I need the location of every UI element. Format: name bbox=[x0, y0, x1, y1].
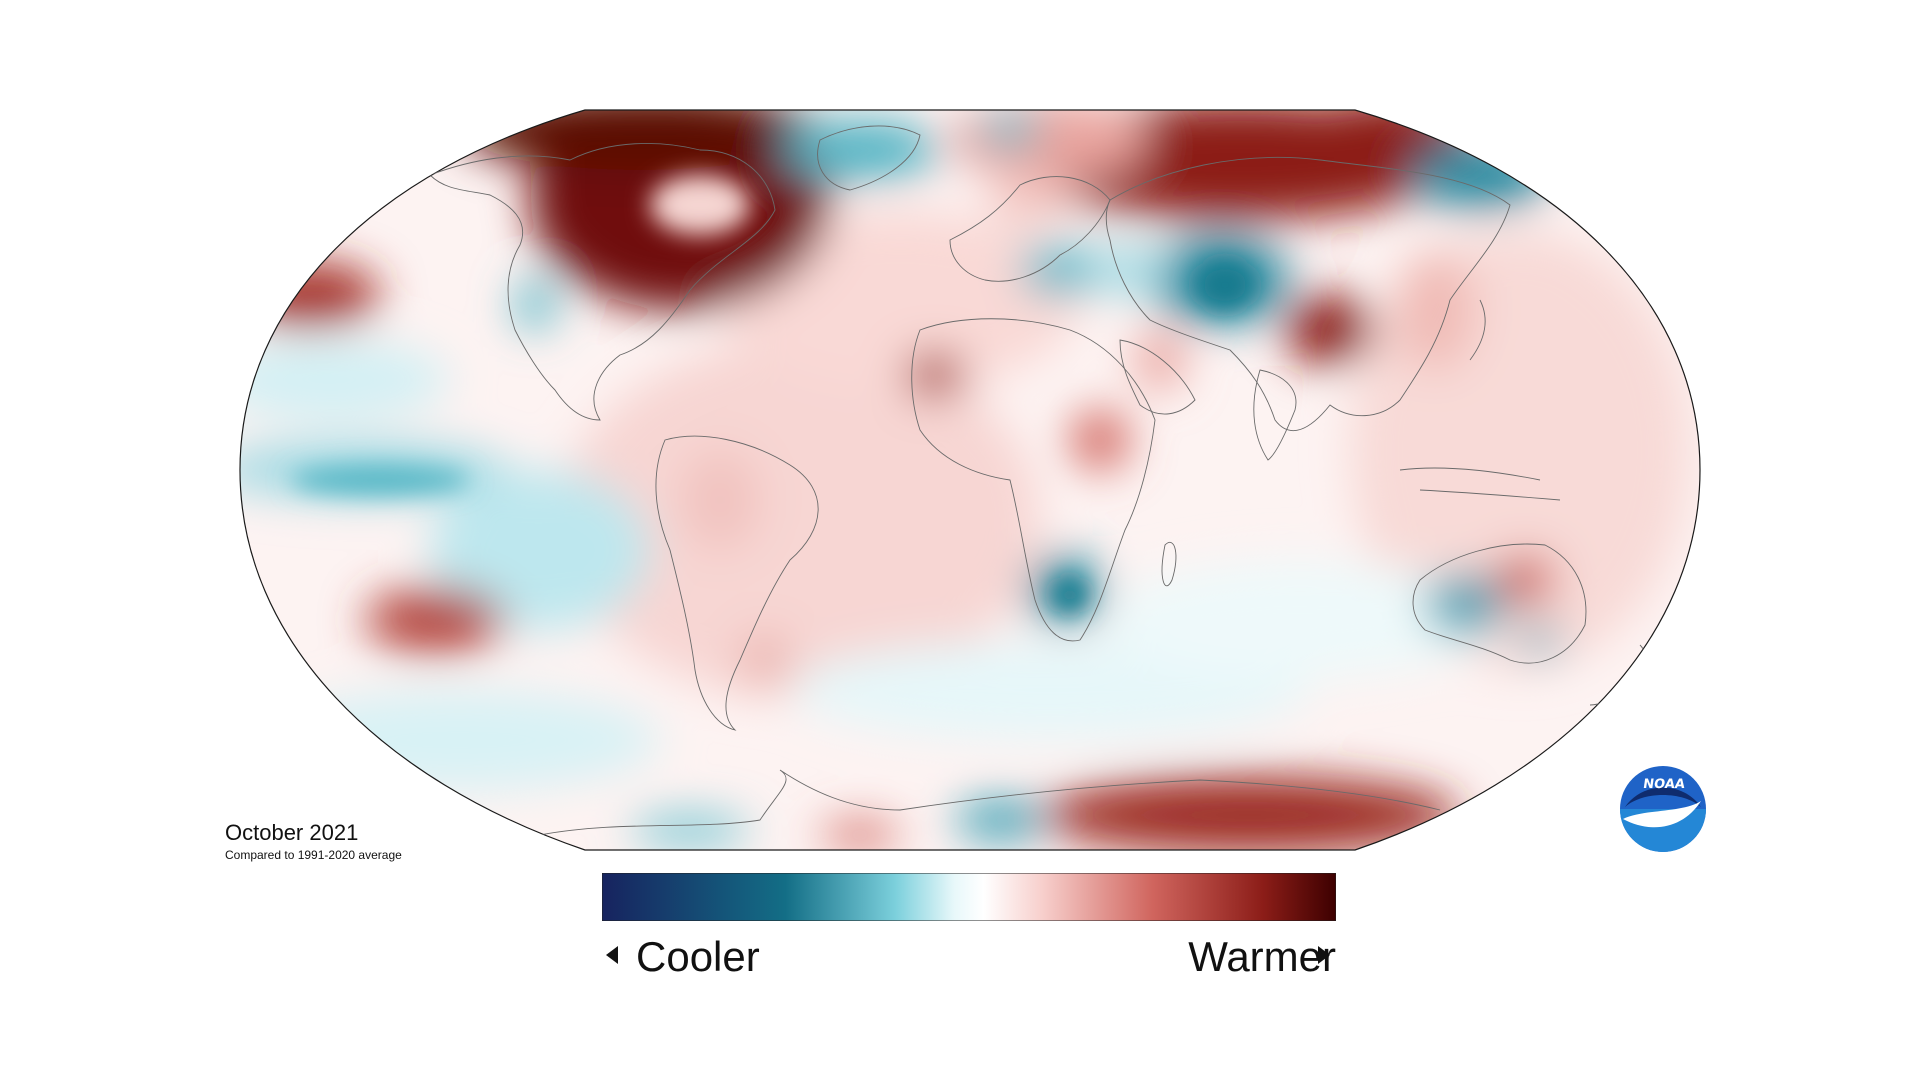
coastlines bbox=[429, 125, 1646, 836]
madagascar-outline bbox=[1161, 542, 1177, 587]
cooler-label-text: Cooler bbox=[636, 933, 760, 980]
europe-outline bbox=[949, 176, 1111, 282]
anomaly-field bbox=[240, 110, 1700, 850]
noaa-logo-text: NOAA bbox=[1642, 777, 1686, 792]
japan-outline bbox=[1469, 299, 1486, 361]
indonesia-outline bbox=[1399, 467, 1561, 501]
greenland-outline bbox=[817, 125, 921, 191]
color-scale-bar bbox=[602, 873, 1336, 921]
north-america-outline bbox=[429, 142, 776, 421]
india-outline bbox=[1253, 369, 1297, 461]
noaa-logo bbox=[1620, 766, 1706, 852]
antarctica-outline bbox=[539, 769, 1441, 836]
right-arrow-icon bbox=[1318, 946, 1330, 964]
map-outline bbox=[239, 109, 1701, 851]
warmer-label: Warmer bbox=[1188, 933, 1336, 980]
africa-outline bbox=[911, 318, 1156, 642]
map-subtitle: Compared to 1991-2020 average bbox=[225, 848, 402, 862]
south-america-outline bbox=[655, 435, 819, 731]
cooler-label: Cooler bbox=[606, 932, 760, 982]
australia-outline bbox=[1412, 543, 1587, 664]
left-arrow-icon bbox=[606, 946, 618, 964]
asia-outline bbox=[1105, 156, 1511, 432]
map-title: October 2021 bbox=[225, 820, 359, 845]
arabia-outline bbox=[1119, 339, 1196, 415]
